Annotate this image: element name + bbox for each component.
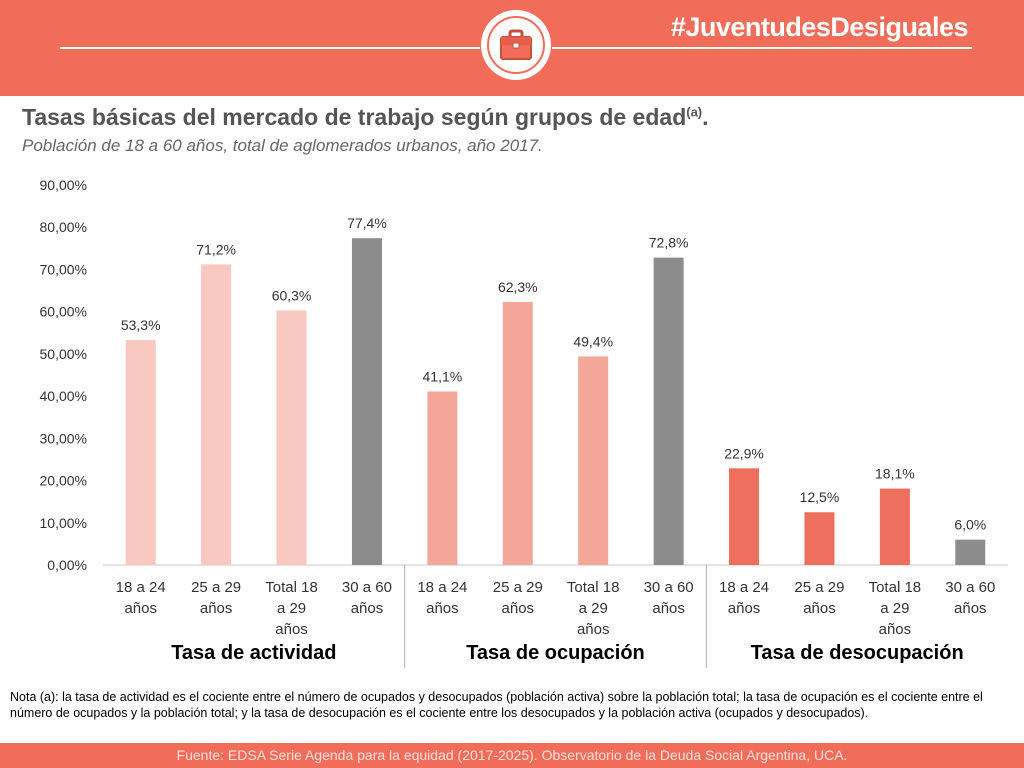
chart-title: Tasas básicas del mercado de trabajo seg… [22, 104, 709, 131]
bar [125, 339, 156, 565]
chart-title-end: . [702, 104, 709, 130]
x-tick-label: años [351, 600, 384, 617]
x-tick-label: Total 18 [869, 579, 922, 596]
x-tick-label: 18 a 24 [719, 579, 769, 596]
bar [201, 264, 232, 565]
x-tick-label: 18 a 24 [417, 579, 467, 596]
bar-value-label: 62,3% [498, 279, 538, 295]
y-tick-label: 60,00% [40, 304, 87, 320]
x-tick-label: años [502, 600, 535, 617]
group-label: Tasa de ocupación [466, 642, 645, 664]
x-tick-label: 30 a 60 [342, 579, 392, 596]
bar-value-label: 41,1% [423, 368, 463, 384]
bar-value-label: 77,4% [347, 215, 387, 231]
x-tick-label: años [803, 600, 836, 617]
x-tick-label: 25 a 29 [794, 579, 844, 596]
x-tick-label: años [652, 600, 685, 617]
y-tick-label: 70,00% [40, 261, 87, 277]
bar-value-label: 53,3% [121, 317, 161, 333]
source-text: Fuente: EDSA Serie Agenda para la equida… [176, 747, 848, 763]
bar-value-label: 12,5% [800, 489, 840, 505]
x-tick-label: 30 a 60 [644, 579, 694, 596]
chart-subtitle: Población de 18 a 60 años, total de aglo… [22, 136, 543, 155]
bar [351, 238, 382, 565]
hashtag-label: #JuventudesDesiguales [670, 12, 969, 42]
x-tick-label: años [954, 600, 987, 617]
y-tick-label: 90,00% [40, 177, 87, 193]
bar-value-label: 60,3% [272, 287, 312, 303]
x-tick-label: años [426, 600, 459, 617]
x-tick-label: años [275, 621, 308, 638]
header-divider-left [60, 47, 480, 49]
y-tick-label: 0,00% [47, 557, 87, 573]
x-tick-label: a 29 [277, 600, 306, 617]
chart-title-superscript: (a) [686, 104, 703, 120]
group-label: Tasa de desocupación [751, 642, 964, 664]
bar-value-label: 22,9% [724, 445, 764, 461]
bar-value-label: 18,1% [875, 466, 915, 482]
x-tick-label: años [200, 600, 233, 617]
bar-chart: 0,00% 10,00% 20,00% 30,00% 40,00% 50,00% 60,00… [40, 177, 1008, 668]
bar-value-label: 49,4% [573, 333, 613, 349]
x-tick-label: años [577, 621, 610, 638]
x-tick-label: 30 a 60 [945, 579, 995, 596]
x-tick-label: Total 18 [265, 579, 318, 596]
x-tick-label: 18 a 24 [116, 579, 166, 596]
y-tick-label: 50,00% [40, 346, 87, 362]
bar [955, 539, 986, 565]
y-tick-label: 30,00% [40, 430, 87, 446]
bar-value-label: 72,8% [649, 235, 689, 251]
footnote: Nota (a): la tasa de actividad es el coc… [10, 690, 983, 720]
x-tick-label: a 29 [579, 600, 608, 617]
briefcase-badge-ring [487, 16, 545, 74]
y-tick-label: 20,00% [40, 473, 87, 489]
group-label: Tasa de actividad [171, 642, 336, 664]
x-tick-label: Total 18 [567, 579, 620, 596]
x-tick-label: años [124, 600, 157, 617]
bar [653, 257, 684, 565]
x-tick-label: años [728, 600, 761, 617]
x-tick-label: años [879, 621, 912, 638]
footer-bar: Fuente: EDSA Serie Agenda para la equida… [0, 743, 1024, 768]
briefcase-icon [500, 29, 532, 60]
x-tick-label: a 29 [880, 600, 909, 617]
bar [804, 512, 835, 565]
bar [578, 356, 609, 565]
y-tick-label: 80,00% [40, 219, 87, 235]
bar-value-label: 71,2% [196, 241, 236, 257]
bar [502, 301, 533, 565]
bar [729, 468, 760, 565]
y-tick-label: 10,00% [40, 515, 87, 531]
bar [879, 488, 910, 565]
bar [276, 310, 307, 565]
chart-title-text: Tasas básicas del mercado de trabajo seg… [22, 104, 687, 130]
y-tick-label: 40,00% [40, 388, 87, 404]
x-tick-label: 25 a 29 [493, 579, 543, 596]
briefcase-badge [481, 10, 551, 80]
header-divider-right [552, 47, 972, 49]
x-tick-label: 25 a 29 [191, 579, 241, 596]
bar-value-label: 6,0% [954, 517, 986, 533]
header-banner: #JuventudesDesiguales [0, 0, 1024, 96]
bar [427, 391, 458, 565]
